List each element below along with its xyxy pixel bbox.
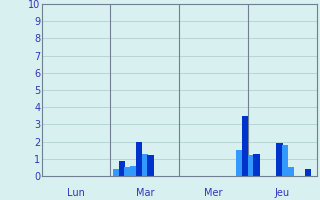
Bar: [130, 166, 137, 176]
Bar: [248, 155, 254, 176]
Bar: [288, 167, 294, 176]
Bar: [276, 143, 283, 176]
Bar: [136, 142, 142, 176]
Bar: [253, 154, 260, 176]
Bar: [119, 161, 125, 176]
Bar: [124, 167, 131, 176]
Bar: [113, 169, 119, 176]
Text: Lun: Lun: [67, 188, 85, 198]
Bar: [142, 154, 148, 176]
Bar: [148, 155, 154, 176]
Bar: [242, 116, 248, 176]
Text: Mer: Mer: [204, 188, 223, 198]
Bar: [236, 150, 243, 176]
Text: Mar: Mar: [136, 188, 154, 198]
Bar: [305, 169, 311, 176]
Text: Jeu: Jeu: [275, 188, 290, 198]
Bar: [282, 145, 288, 176]
